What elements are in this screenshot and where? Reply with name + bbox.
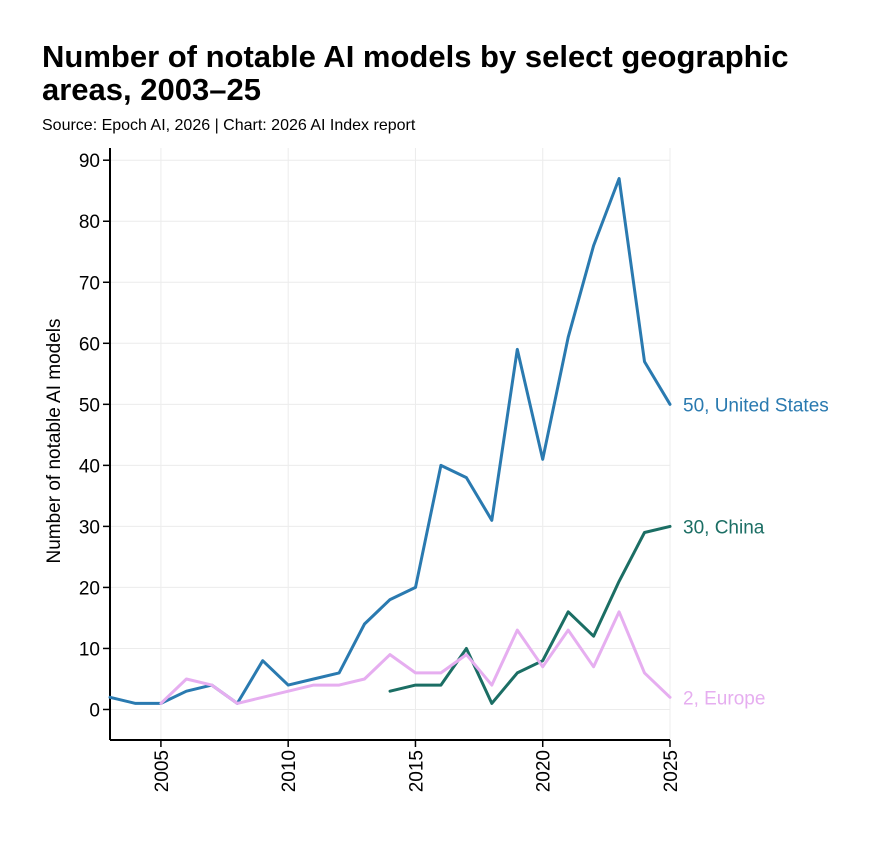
y-tick-label: 30 bbox=[79, 517, 100, 538]
y-axis-label: Number of notable AI models bbox=[44, 318, 65, 563]
y-tick-label: 10 bbox=[79, 639, 100, 660]
x-tick-label: 2010 bbox=[279, 750, 300, 792]
y-tick-label: 80 bbox=[79, 212, 100, 233]
y-tick-labels: 0 10 20 30 40 50 60 70 80 90 bbox=[79, 151, 100, 721]
x-tick-labels: 2005 2010 2015 2020 2025 bbox=[152, 750, 682, 792]
y-tick-label: 90 bbox=[79, 151, 100, 172]
x-tick-label: 2005 bbox=[152, 750, 173, 792]
series-line-china bbox=[388, 524, 672, 705]
x-tick-label: 2020 bbox=[534, 750, 555, 792]
series-end-labels: 50, United States 30, China 2, Europe bbox=[683, 395, 829, 709]
x-tick-label: 2015 bbox=[406, 750, 427, 792]
y-tick-label: 40 bbox=[79, 456, 100, 477]
y-tick-label: 0 bbox=[89, 700, 100, 721]
y-tick-label: 60 bbox=[79, 334, 100, 355]
y-tick-label: 20 bbox=[79, 578, 100, 599]
x-tick-label: 2025 bbox=[661, 750, 682, 792]
axes bbox=[103, 148, 671, 747]
series-line-europe bbox=[159, 610, 672, 705]
series-lines bbox=[108, 177, 672, 705]
end-label-china: 30, China bbox=[683, 517, 765, 538]
chart-subtitle: Source: Epoch AI, 2026 | Chart: 2026 AI … bbox=[42, 117, 416, 134]
series-line-united-states bbox=[108, 177, 672, 705]
grid-lines bbox=[110, 148, 671, 740]
chart-title: Number of notable AI models by select ge… bbox=[42, 39, 789, 107]
end-label-europe: 2, Europe bbox=[683, 688, 765, 709]
end-label-united-states: 50, United States bbox=[683, 395, 829, 416]
y-tick-label: 50 bbox=[79, 395, 100, 416]
y-tick-label: 70 bbox=[79, 273, 100, 294]
